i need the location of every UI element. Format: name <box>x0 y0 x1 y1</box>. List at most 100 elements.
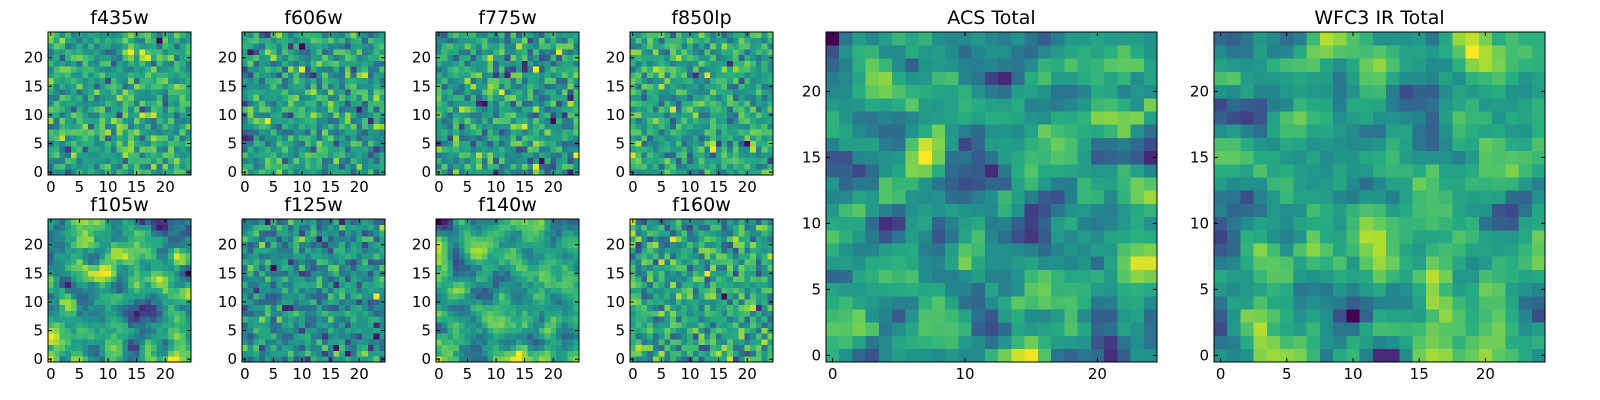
heatmap-cell <box>333 304 340 311</box>
heatmap-cell <box>333 270 340 277</box>
heatmap-cell <box>641 129 648 136</box>
heatmap-cell <box>247 94 254 101</box>
heatmap-cell <box>441 333 448 340</box>
heatmap-cell <box>481 157 488 164</box>
heatmap-cell <box>350 264 357 271</box>
heatmap-cell <box>264 327 271 334</box>
heatmap-cell <box>367 134 374 141</box>
heatmap-cell <box>447 253 454 260</box>
heatmap-cell <box>344 60 351 67</box>
heatmap-cell <box>304 304 311 311</box>
heatmap-cell <box>168 236 175 243</box>
heatmap-cell <box>82 66 89 73</box>
heatmap-cell <box>670 49 677 56</box>
heatmap-cell <box>270 112 277 119</box>
heatmap-cell <box>253 83 260 90</box>
heatmap-cell <box>116 43 123 50</box>
heatmap-cell <box>533 152 540 159</box>
heatmap-cell <box>344 94 351 101</box>
heatmap-cell <box>544 43 551 50</box>
heatmap-cell <box>48 247 55 254</box>
heatmap-cell <box>128 287 135 294</box>
heatmap-cell <box>498 66 505 73</box>
heatmap-cell <box>264 77 271 84</box>
heatmap-cell <box>150 83 157 90</box>
heatmap-cell <box>173 66 180 73</box>
heatmap-cell <box>521 293 528 300</box>
heatmap-cell <box>316 66 323 73</box>
heatmap-cell <box>664 129 671 136</box>
heatmap-cell <box>498 293 505 300</box>
heatmap-cell <box>299 287 306 294</box>
heatmap-cell <box>567 339 574 346</box>
heatmap-cell <box>116 72 123 79</box>
heatmap-cell <box>76 264 83 271</box>
heatmap-cell <box>264 89 271 96</box>
heatmap-cell <box>299 316 306 323</box>
heatmap-cell <box>270 37 277 44</box>
heatmap-cell <box>675 169 682 176</box>
heatmap-cell <box>139 163 146 170</box>
heatmap-cell <box>458 264 465 271</box>
heatmap-cell <box>93 241 100 248</box>
heatmap-cell <box>287 339 294 346</box>
heatmap-cell <box>498 43 505 50</box>
heatmap-cell <box>516 356 523 363</box>
heatmap-cell <box>282 316 289 323</box>
heatmap-cell <box>498 241 505 248</box>
heatmap-cell <box>344 72 351 79</box>
heatmap-cell <box>93 253 100 260</box>
heatmap-cell <box>293 163 300 170</box>
heatmap-cell <box>521 339 528 346</box>
heatmap-cell <box>641 321 648 328</box>
heatmap-cell <box>53 299 60 306</box>
heatmap-cell <box>122 123 129 130</box>
heatmap-cell <box>687 299 694 306</box>
heatmap-cell <box>761 163 768 170</box>
heatmap-cell <box>453 54 460 61</box>
heatmap-cell <box>122 66 129 73</box>
heatmap-cell <box>556 321 563 328</box>
heatmap-cell <box>247 66 254 73</box>
heatmap-cell <box>304 299 311 306</box>
heatmap-cell <box>270 123 277 130</box>
heatmap-cell <box>647 123 654 130</box>
heatmap-cell <box>510 49 517 56</box>
heatmap-cell <box>567 37 574 44</box>
heatmap-cell <box>738 43 745 50</box>
heatmap-cell <box>173 77 180 84</box>
heatmap-cell <box>333 287 340 294</box>
heatmap-cell <box>247 356 254 363</box>
heatmap-cell <box>350 236 357 243</box>
heatmap-cell <box>362 310 369 317</box>
heatmap-cell <box>379 134 386 141</box>
heatmap-cell <box>681 299 688 306</box>
heatmap-cell <box>339 117 346 124</box>
heatmap-cell <box>259 123 266 130</box>
heatmap-cell <box>561 32 568 39</box>
heatmap-cell <box>652 106 659 113</box>
heatmap-cell <box>293 310 300 317</box>
heatmap-cell <box>721 77 728 84</box>
heatmap-cell <box>373 134 380 141</box>
heatmap-cell <box>310 123 317 130</box>
heatmap-cell <box>253 219 260 226</box>
heatmap-cell <box>510 72 517 79</box>
heatmap-cell <box>464 60 471 67</box>
heatmap-cell <box>333 157 340 164</box>
heatmap-cell <box>264 32 271 39</box>
heatmap-cell <box>173 270 180 277</box>
heatmap-cell <box>48 43 55 50</box>
heatmap-cell <box>704 37 711 44</box>
heatmap-cell <box>544 270 551 277</box>
heatmap-cell <box>88 259 95 266</box>
heatmap-cell <box>379 321 386 328</box>
heatmap-cell <box>122 293 129 300</box>
heatmap-cell <box>744 134 751 141</box>
heatmap-cell <box>310 152 317 159</box>
heatmap-cell <box>441 236 448 243</box>
heatmap-cell <box>750 94 757 101</box>
heatmap-cell <box>247 224 254 231</box>
heatmap-cell <box>287 264 294 271</box>
